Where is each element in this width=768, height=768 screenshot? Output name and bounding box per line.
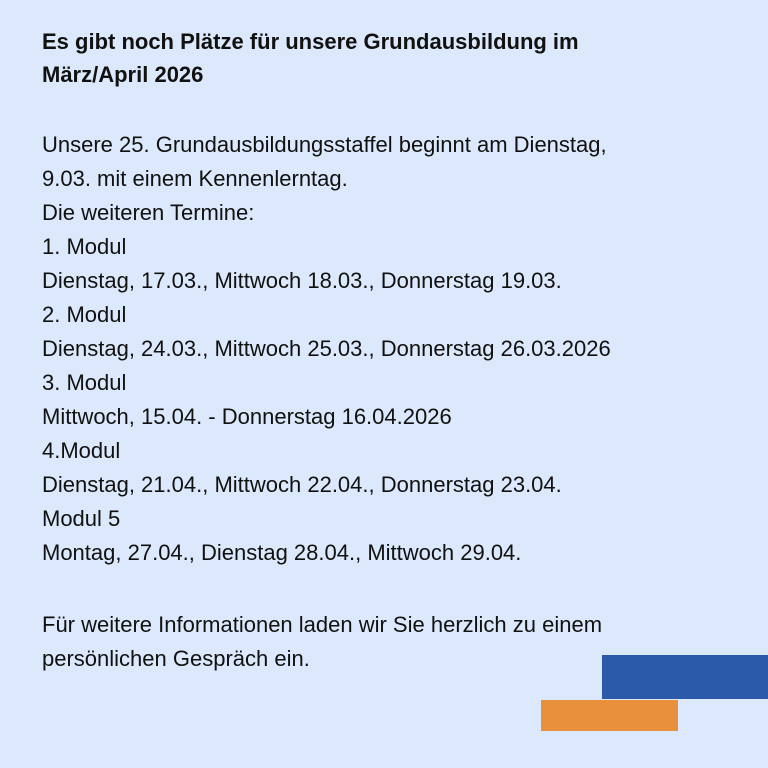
- body-line: Mittwoch, 15.04. - Donnerstag 16.04.2026: [42, 404, 452, 429]
- body-line: Montag, 27.04., Dienstag 28.04., Mittwoc…: [42, 540, 522, 565]
- footer-line: Für weitere Informationen laden wir Sie …: [42, 612, 603, 637]
- body-line: Dienstag, 21.04., Mittwoch 22.04., Donne…: [42, 472, 562, 497]
- body-block: Unsere 25. Grundausbildungsstaffel begin…: [42, 128, 611, 570]
- body-line: 2. Modul: [42, 302, 127, 327]
- body-line: 9.03. mit einem Kennenlerntag.: [42, 166, 348, 191]
- body-line: Dienstag, 24.03., Mittwoch 25.03., Donne…: [42, 336, 611, 361]
- body-line: Die weiteren Termine:: [42, 200, 255, 225]
- blue-bar: [602, 655, 768, 699]
- footer-line: persönlichen Gespräch ein.: [42, 646, 310, 671]
- title-line: März/April 2026: [42, 62, 204, 87]
- body-line: Unsere 25. Grundausbildungsstaffel begin…: [42, 132, 607, 157]
- orange-bar: [541, 700, 678, 731]
- body-line: 4.Modul: [42, 438, 121, 463]
- title-line: Es gibt noch Plätze für unsere Grundausb…: [42, 29, 579, 54]
- title-block: Es gibt noch Plätze für unsere Grundausb…: [42, 25, 579, 91]
- body-line: Dienstag, 17.03., Mittwoch 18.03., Donne…: [42, 268, 562, 293]
- footer-block: Für weitere Informationen laden wir Sie …: [42, 608, 602, 676]
- body-line: 3. Modul: [42, 370, 127, 395]
- body-line: Modul 5: [42, 506, 121, 531]
- body-line: 1. Modul: [42, 234, 127, 259]
